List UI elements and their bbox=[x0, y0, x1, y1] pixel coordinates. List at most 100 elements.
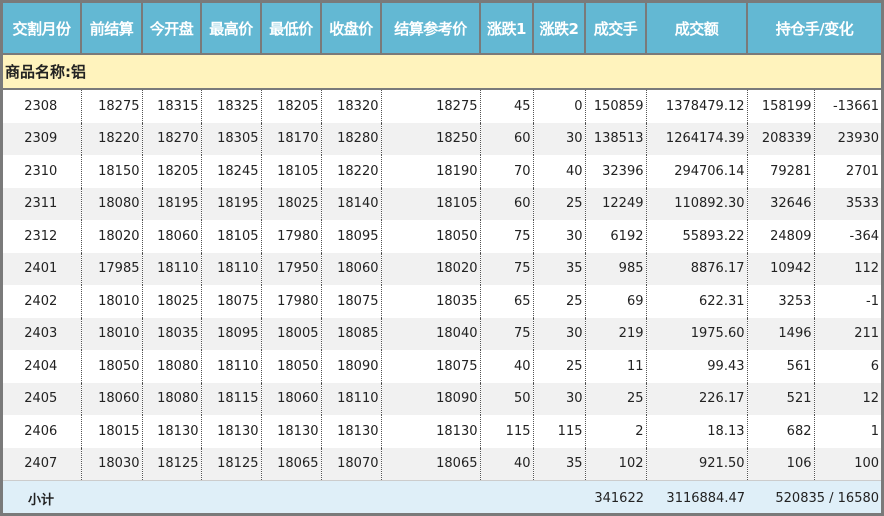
column-header[interactable]: 今开盘 bbox=[142, 3, 202, 55]
table-row[interactable]: 2403 18010 18035 18095 18005 18085 18040 75 30 21… bbox=[3, 317, 881, 350]
table-cell: 2407 bbox=[3, 447, 82, 481]
table-cell: 211 bbox=[814, 317, 881, 350]
table-cell: 2403 bbox=[3, 317, 82, 350]
header-row: 交割月份 前结算 今开盘 最高价 最低价 收盘价 结算参考价 涨跌1 涨跌2 成交手 成交额 持仓手/… bbox=[3, 3, 881, 55]
table-cell: 18315 bbox=[142, 89, 202, 123]
table-cell: 24809 bbox=[747, 220, 815, 253]
table-cell: 18195 bbox=[142, 187, 202, 220]
table-cell: 2701 bbox=[845, 163, 880, 179]
table-row[interactable]: 2309 18220 18270 18305 18170 18280 18250 60 30 13… bbox=[3, 122, 881, 155]
table-cell: 17985 bbox=[81, 252, 143, 285]
table-row[interactable]: 2312 18020 18060 18105 17980 18095 18050 75 30 61… bbox=[3, 220, 881, 253]
table-cell: 75 bbox=[480, 252, 534, 285]
table-cell: 70 bbox=[480, 155, 534, 188]
table-cell: 17950 bbox=[261, 252, 322, 285]
column-header[interactable]: 交割月份 bbox=[3, 3, 82, 55]
table-cell: 158199 bbox=[747, 89, 815, 123]
table-cell: 12249 bbox=[585, 187, 647, 220]
table-cell: 18125 bbox=[201, 447, 262, 481]
column-header[interactable]: 涨跌1 bbox=[480, 3, 534, 55]
table-cell: 18060 bbox=[321, 252, 382, 285]
table-cell: 18270 bbox=[142, 122, 202, 155]
table-cell: 30 bbox=[533, 220, 586, 253]
table-cell: 18110 bbox=[201, 252, 262, 285]
table-cell: 11 bbox=[585, 350, 647, 383]
table-cell: 1264174.39 bbox=[646, 122, 748, 155]
column-header[interactable]: 收盘价 bbox=[321, 3, 382, 55]
table-row[interactable]: 2407 18030 18125 18125 18065 18070 18065 40 35 10… bbox=[3, 447, 881, 481]
table-cell: 18320 bbox=[321, 89, 382, 123]
table-cell: 2309 bbox=[3, 122, 82, 155]
table-cell: 18205 bbox=[261, 89, 322, 123]
table-row[interactable]: 2404 18050 18080 18110 18050 18090 18075 40 25 11… bbox=[3, 350, 881, 383]
table-row[interactable]: 2405 18060 18080 18115 18060 18110 18090 50 30 25… bbox=[3, 382, 881, 415]
table-cell: 60 bbox=[480, 122, 534, 155]
table-cell: -13661 bbox=[832, 98, 880, 114]
table-cell: 50 bbox=[480, 382, 534, 415]
table-cell: 6192 bbox=[585, 220, 647, 253]
table-cell: 18015 bbox=[81, 415, 143, 448]
column-header[interactable]: 持仓手/变化 bbox=[747, 3, 881, 55]
column-header[interactable]: 最高价 bbox=[201, 3, 262, 55]
spacer bbox=[81, 480, 585, 513]
table-cell: 100 bbox=[814, 447, 881, 481]
table-cell: 18110 bbox=[201, 350, 262, 383]
table-cell: 18060 bbox=[261, 382, 322, 415]
table-cell: 18190 bbox=[381, 155, 481, 188]
table-cell: 2308 bbox=[3, 89, 82, 123]
column-header[interactable]: 前结算 bbox=[81, 3, 143, 55]
table-cell: 18080 bbox=[81, 187, 143, 220]
table-cell: 18150 bbox=[81, 155, 143, 188]
table-cell: 110892.30 bbox=[646, 187, 748, 220]
table-cell: 18035 bbox=[381, 285, 481, 318]
subtotal-turnover: 3116884.47 bbox=[646, 480, 747, 513]
table-cell: 18060 bbox=[81, 382, 143, 415]
table-cell: 18025 bbox=[261, 187, 322, 220]
table-row[interactable]: 2401 17985 18110 18110 17950 18060 18020 75 35 98… bbox=[3, 252, 881, 285]
table-cell: 23930 bbox=[814, 122, 881, 155]
table-cell: 1975.60 bbox=[646, 317, 748, 350]
table-cell: 18075 bbox=[201, 285, 262, 318]
column-header[interactable]: 结算参考价 bbox=[381, 3, 481, 55]
table-cell: 60 bbox=[480, 187, 534, 220]
table-cell: 18105 bbox=[261, 155, 322, 188]
table-cell: 18025 bbox=[142, 285, 202, 318]
table-cell: 1 bbox=[870, 423, 880, 439]
table-cell: 3253 bbox=[747, 285, 815, 318]
table-cell: 18325 bbox=[201, 89, 262, 123]
column-header[interactable]: 成交手 bbox=[585, 3, 647, 55]
table-cell: 18280 bbox=[321, 122, 382, 155]
column-header[interactable]: 涨跌2 bbox=[533, 3, 586, 55]
table-cell: 226.17 bbox=[646, 382, 748, 415]
table-cell: 18130 bbox=[321, 415, 382, 448]
table-cell: 45 bbox=[480, 89, 534, 123]
table-cell: 208339 bbox=[747, 122, 815, 155]
table-cell: 35 bbox=[533, 252, 586, 285]
table-row[interactable]: 2310 18150 18205 18245 18105 18220 18190 70 40 32… bbox=[3, 155, 881, 188]
table-cell: 106 bbox=[747, 447, 815, 481]
table-cell: 18275 bbox=[81, 89, 143, 123]
table-cell: 18220 bbox=[81, 122, 143, 155]
table-cell: 219 bbox=[585, 317, 647, 350]
table-cell: 2406 bbox=[3, 415, 82, 448]
table-cell: 18060 bbox=[142, 220, 202, 253]
table-cell: 18020 bbox=[381, 252, 481, 285]
table-cell: 12 bbox=[814, 382, 881, 415]
table-cell: 102 bbox=[585, 447, 647, 481]
table-row[interactable]: 2308 18275 18315 18325 18205 18320 18275 45 0 150… bbox=[3, 89, 881, 123]
table-row[interactable]: 2311 18080 18195 18195 18025 18140 18105 60 25 12… bbox=[3, 187, 881, 220]
table-cell: 30 bbox=[533, 317, 586, 350]
table-row[interactable]: 2402 18010 18025 18075 17980 18075 18035 65 25 69… bbox=[3, 285, 881, 318]
table-row[interactable]: 2406 18015 18130 18130 18130 18130 18130 115 115… bbox=[3, 415, 881, 448]
table-cell: 18095 bbox=[201, 317, 262, 350]
table-cell: 18130 bbox=[201, 415, 262, 448]
table-cell: 18245 bbox=[201, 155, 262, 188]
table-cell: 682 bbox=[747, 415, 815, 448]
table-cell: 18125 bbox=[142, 447, 202, 481]
table-cell: 30 bbox=[533, 122, 586, 155]
column-header[interactable]: 成交额 bbox=[646, 3, 748, 55]
column-header[interactable]: 最低价 bbox=[261, 3, 322, 55]
subtotal-row: 小计 341622 3116884.47 520835 / 16580 bbox=[3, 480, 881, 513]
table-cell: 18070 bbox=[321, 447, 382, 481]
table-cell: 18195 bbox=[201, 187, 262, 220]
